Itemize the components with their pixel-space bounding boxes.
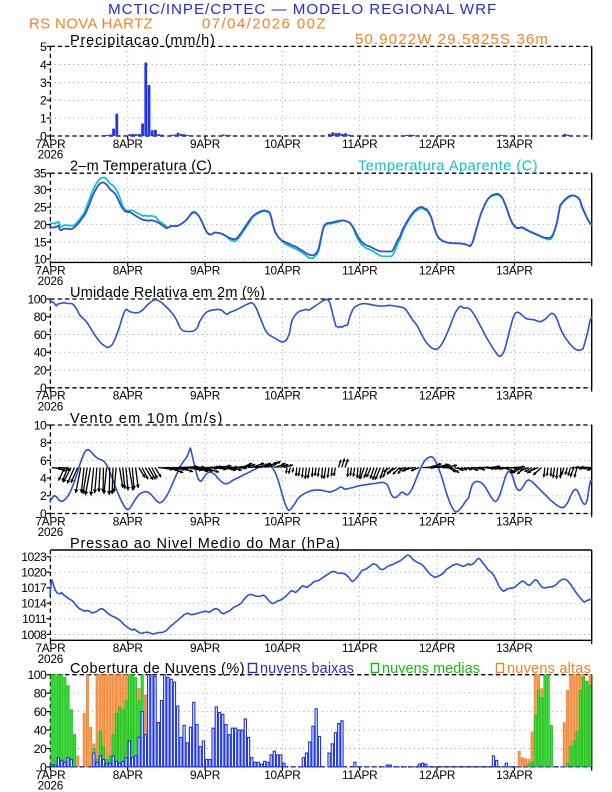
- svg-text:12APR: 12APR: [419, 768, 455, 782]
- svg-text:2: 2: [40, 94, 47, 108]
- svg-text:11APR: 11APR: [342, 389, 378, 403]
- svg-text:Temperatura Aparente (C): Temperatura Aparente (C): [358, 158, 538, 174]
- svg-text:11APR: 11APR: [342, 768, 378, 782]
- svg-text:9APR: 9APR: [190, 137, 220, 151]
- svg-text:8APR: 8APR: [113, 263, 143, 277]
- svg-text:11APR: 11APR: [342, 137, 378, 151]
- svg-text:10APR: 10APR: [264, 389, 300, 403]
- svg-text:13APR: 13APR: [496, 389, 532, 403]
- svg-text:nuvens baixas: nuvens baixas: [260, 661, 354, 677]
- svg-text:1020: 1020: [21, 566, 47, 580]
- svg-text:8APR: 8APR: [113, 641, 143, 655]
- svg-text:8APR: 8APR: [113, 389, 143, 403]
- svg-text:100: 100: [28, 668, 47, 682]
- svg-text:13APR: 13APR: [496, 514, 532, 528]
- svg-text:0: 0: [40, 381, 47, 395]
- svg-text:12APR: 12APR: [419, 514, 455, 528]
- svg-text:30: 30: [34, 183, 47, 197]
- svg-text:1: 1: [40, 112, 47, 126]
- svg-text:20: 20: [34, 363, 47, 377]
- svg-text:100: 100: [28, 292, 47, 306]
- svg-text:2026: 2026: [38, 652, 64, 666]
- svg-text:1008: 1008: [21, 628, 47, 642]
- svg-text:4: 4: [40, 58, 47, 72]
- svg-text:5: 5: [40, 40, 47, 54]
- svg-text:12APR: 12APR: [419, 137, 455, 151]
- svg-text:0: 0: [40, 129, 47, 143]
- svg-text:10: 10: [34, 252, 47, 266]
- svg-text:MCTIC/INPE/CPTEC — MODELO REGI: MCTIC/INPE/CPTEC — MODELO REGIONAL WRF: [108, 1, 497, 18]
- svg-text:12APR: 12APR: [419, 641, 455, 655]
- svg-text:nuvens altas: nuvens altas: [507, 661, 591, 677]
- svg-text:9APR: 9APR: [190, 514, 220, 528]
- svg-text:3: 3: [40, 76, 47, 90]
- svg-text:4: 4: [40, 472, 47, 486]
- svg-text:2026: 2026: [38, 148, 64, 162]
- svg-text:80: 80: [34, 310, 47, 324]
- svg-text:10APR: 10APR: [264, 768, 300, 782]
- svg-text:10: 10: [34, 418, 47, 432]
- svg-text:20: 20: [34, 218, 47, 232]
- svg-text:2: 2: [40, 489, 47, 503]
- svg-text:60: 60: [34, 705, 47, 719]
- svg-text:9APR: 9APR: [190, 768, 220, 782]
- svg-text:7APR: 7APR: [35, 389, 65, 403]
- svg-text:40: 40: [34, 346, 47, 360]
- svg-text:8APR: 8APR: [113, 514, 143, 528]
- svg-text:1011: 1011: [22, 612, 47, 626]
- svg-text:Cobertura de Nuvens (%): Cobertura de Nuvens (%): [70, 661, 245, 677]
- svg-text:15: 15: [34, 235, 47, 249]
- svg-text:6: 6: [40, 454, 47, 468]
- svg-text:13APR: 13APR: [496, 137, 532, 151]
- svg-text:12APR: 12APR: [419, 263, 455, 277]
- svg-text:35: 35: [34, 167, 47, 181]
- svg-text:1014: 1014: [21, 597, 47, 611]
- svg-text:7APR: 7APR: [35, 768, 65, 782]
- svg-text:2026: 2026: [38, 525, 64, 539]
- svg-text:7APR: 7APR: [35, 641, 65, 655]
- svg-text:1017: 1017: [21, 581, 47, 595]
- svg-text:2026: 2026: [38, 778, 64, 792]
- svg-text:10APR: 10APR: [264, 514, 300, 528]
- svg-text:0: 0: [40, 507, 47, 521]
- svg-text:10APR: 10APR: [264, 137, 300, 151]
- svg-text:13APR: 13APR: [496, 263, 532, 277]
- svg-text:13APR: 13APR: [496, 641, 532, 655]
- svg-text:2026: 2026: [38, 274, 64, 288]
- svg-text:11APR: 11APR: [342, 263, 378, 277]
- svg-text:Vento em 10m (m/s): Vento em 10m (m/s): [70, 411, 224, 427]
- svg-text:40: 40: [34, 723, 47, 737]
- svg-text:7APR: 7APR: [35, 514, 65, 528]
- svg-text:11APR: 11APR: [342, 641, 378, 655]
- svg-text:2026: 2026: [38, 399, 64, 413]
- svg-text:13APR: 13APR: [496, 768, 532, 782]
- svg-text:80: 80: [34, 687, 47, 701]
- svg-text:07/04/2026 00Z: 07/04/2026 00Z: [202, 16, 327, 33]
- svg-text:0: 0: [40, 760, 47, 774]
- svg-text:8APR: 8APR: [113, 137, 143, 151]
- svg-text:10APR: 10APR: [264, 263, 300, 277]
- svg-text:11APR: 11APR: [342, 514, 378, 528]
- svg-text:8APR: 8APR: [113, 768, 143, 782]
- svg-text:9APR: 9APR: [190, 641, 220, 655]
- svg-text:7APR: 7APR: [35, 137, 65, 151]
- svg-text:Umidade Relativa em 2m (%): Umidade Relativa em 2m (%): [70, 285, 265, 301]
- svg-text:9APR: 9APR: [190, 263, 220, 277]
- svg-text:nuvens medias: nuvens medias: [382, 661, 480, 677]
- svg-text:20: 20: [34, 742, 47, 756]
- svg-text:8: 8: [40, 436, 47, 450]
- svg-text:1023: 1023: [21, 550, 47, 564]
- svg-text:RS NOVA HARTZ: RS NOVA HARTZ: [29, 16, 153, 33]
- svg-text:12APR: 12APR: [419, 389, 455, 403]
- svg-text:60: 60: [34, 328, 47, 342]
- svg-text:25: 25: [34, 201, 47, 215]
- svg-text:10APR: 10APR: [264, 641, 300, 655]
- svg-text:9APR: 9APR: [190, 389, 220, 403]
- svg-text:50.9022W 29.5825S 36m: 50.9022W 29.5825S 36m: [355, 31, 549, 48]
- svg-text:2–m Temperatura (C): 2–m Temperatura (C): [70, 158, 212, 174]
- svg-text:Precipitacao (mm/h): Precipitacao (mm/h): [70, 33, 216, 49]
- svg-text:7APR: 7APR: [35, 263, 65, 277]
- svg-text:Pressao ao Nivel Medio do Mar: Pressao ao Nivel Medio do Mar (hPa): [70, 536, 341, 552]
